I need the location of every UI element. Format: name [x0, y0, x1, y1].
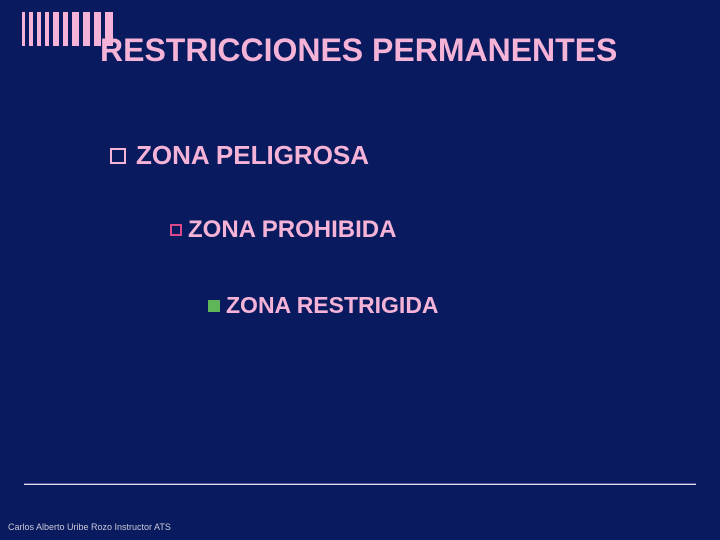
bullet-text: ZONA PELIGROSA: [136, 140, 369, 171]
bullet-row-1: ZONA PROHIBIDA: [170, 216, 396, 244]
bullet-text: ZONA RESTRIGIDA: [226, 292, 439, 319]
footer-credit: Carlos Alberto Uribe Rozo Instructor ATS: [8, 522, 171, 532]
bullet-row-0: ZONA PELIGROSA: [110, 140, 369, 171]
stripe: [22, 12, 25, 46]
bullet-text: ZONA PROHIBIDA: [188, 216, 396, 244]
divider-line: [24, 483, 696, 485]
slide-title-text: RESTRICCIONES PERMANENTES: [100, 32, 617, 68]
slide: RESTRICCIONES PERMANENTES ZONA PELIGROSA…: [0, 0, 720, 540]
stripe: [45, 12, 50, 46]
stripe: [37, 12, 41, 46]
bullet-marker-icon: [110, 148, 126, 164]
stripe: [72, 12, 78, 46]
footer-text: Carlos Alberto Uribe Rozo Instructor ATS: [8, 522, 171, 532]
stripe: [63, 12, 69, 46]
bullet-row-2: ZONA RESTRIGIDA: [208, 292, 439, 319]
stripe: [53, 12, 58, 46]
bullet-marker-icon: [170, 224, 182, 236]
stripe: [83, 12, 90, 46]
slide-title: RESTRICCIONES PERMANENTES: [100, 32, 617, 69]
bullet-marker-icon: [208, 300, 220, 312]
stripe: [29, 12, 33, 46]
